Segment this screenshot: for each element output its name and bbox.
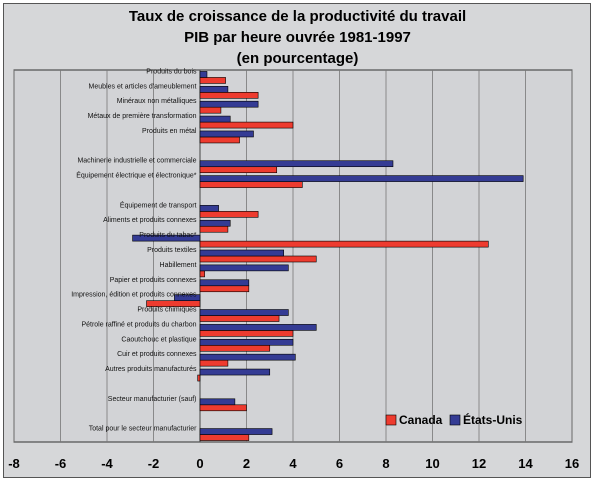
- bar-etats-unis: [199, 205, 219, 212]
- bar-canada: [199, 404, 247, 412]
- x-tick-label: 2: [243, 456, 250, 471]
- bar-etats-unis: [174, 294, 201, 301]
- bar-canada: [199, 136, 240, 144]
- category-label: Pétrole raffiné et produits du charbon: [81, 321, 196, 328]
- category-label: Total pour le secteur manufacturier: [89, 426, 197, 433]
- bar-etats-unis: [199, 130, 254, 138]
- x-tick-label: -8: [8, 456, 20, 471]
- bar-canada: [199, 77, 226, 84]
- x-tick-label: -6: [55, 456, 67, 471]
- bar-etats-unis: [199, 279, 250, 287]
- bar-canada: [199, 359, 229, 367]
- category-label: Papier et produits connexes: [110, 277, 197, 284]
- bar-etats-unis: [199, 398, 236, 406]
- bar-etats-unis: [199, 249, 284, 257]
- bar-etats-unis: [199, 368, 271, 376]
- bar-canada: [199, 270, 205, 278]
- bar-etats-unis: [199, 175, 524, 182]
- bar-canada: [199, 225, 229, 233]
- category-label: Meubles et articles d'ameublement: [89, 83, 197, 90]
- category-label: Produits textiles: [147, 247, 197, 254]
- x-tick-label: 0: [196, 456, 203, 471]
- bar-etats-unis: [199, 71, 208, 78]
- bar-etats-unis: [199, 219, 231, 227]
- x-tick-label: 6: [336, 456, 343, 471]
- bar-etats-unis: [199, 309, 289, 316]
- x-tick-label: 12: [472, 456, 486, 471]
- category-label: Caoutchouc et plastique: [121, 336, 196, 343]
- bar-canada: [199, 315, 280, 322]
- bar-canada: [199, 330, 294, 337]
- x-tick-label: 8: [382, 456, 389, 471]
- category-label: Produits du tabac*: [139, 232, 196, 239]
- category-label: Habillement: [160, 262, 197, 269]
- category-label: Aliments et produits connexes: [103, 217, 197, 224]
- bar-canada: [199, 106, 222, 114]
- bar-canada: [199, 255, 317, 263]
- chart-title-line-3: (en pourcentage): [236, 50, 359, 67]
- x-tick-label: 16: [565, 456, 579, 471]
- bar-etats-unis: [199, 115, 231, 123]
- bar-canada: [199, 344, 271, 352]
- category-label: Équipement de transport: [120, 200, 197, 209]
- bar-etats-unis: [199, 338, 294, 346]
- bar-canada: [199, 181, 303, 188]
- bar-canada: [199, 92, 259, 99]
- chart-title-line-1: Taux de croissance de la productivité du…: [128, 8, 467, 25]
- bar-etats-unis: [199, 353, 296, 361]
- legend-label-canada: Canada: [399, 413, 443, 427]
- category-label: Produits en métal: [142, 128, 197, 135]
- category-label: Produits du bois: [146, 68, 197, 75]
- legend-label-etats-unis: États-Unis: [463, 412, 523, 427]
- bar-etats-unis: [199, 428, 273, 435]
- bar-etats-unis: [199, 264, 289, 272]
- category-label: Impression, édition et produits connexes: [71, 292, 197, 299]
- bar-canada: [146, 300, 201, 307]
- bar-canada: [197, 374, 201, 382]
- x-tick-label: -4: [101, 456, 113, 471]
- category-label: Cuir et produits connexes: [117, 351, 197, 358]
- bar-etats-unis: [199, 100, 259, 108]
- legend-swatch-canada: [385, 414, 397, 426]
- bar-etats-unis: [199, 160, 394, 168]
- chart-title-line-2: PIB par heure ouvrée 1981-1997: [184, 29, 411, 46]
- bar-canada: [199, 285, 250, 293]
- category-label: Autres produits manufacturés: [105, 366, 197, 373]
- category-label: Minéraux non métalliques: [117, 98, 197, 105]
- bar-canada: [199, 240, 489, 248]
- category-label: Métaux de première transformation: [88, 113, 197, 120]
- category-label: Secteur manufacturier (sauf): [108, 396, 197, 403]
- bar-etats-unis: [132, 234, 201, 242]
- bar-canada: [199, 434, 250, 441]
- x-tick-label: 4: [289, 456, 297, 471]
- bar-etats-unis: [199, 86, 229, 93]
- x-tick-label: 14: [518, 456, 533, 471]
- bar-etats-unis: [199, 324, 317, 331]
- category-label: Produits chimiques: [137, 307, 197, 314]
- x-tick-label: 10: [425, 456, 439, 471]
- x-tick-label: -2: [148, 456, 160, 471]
- bar-canada: [199, 121, 294, 129]
- category-label: Équipement électrique et électronique*: [76, 171, 197, 180]
- legend-swatch-etats-unis: [449, 414, 461, 426]
- category-label: Machinerie industrielle et commerciale: [77, 158, 196, 165]
- bar-canada: [199, 211, 259, 218]
- bar-canada: [199, 166, 278, 174]
